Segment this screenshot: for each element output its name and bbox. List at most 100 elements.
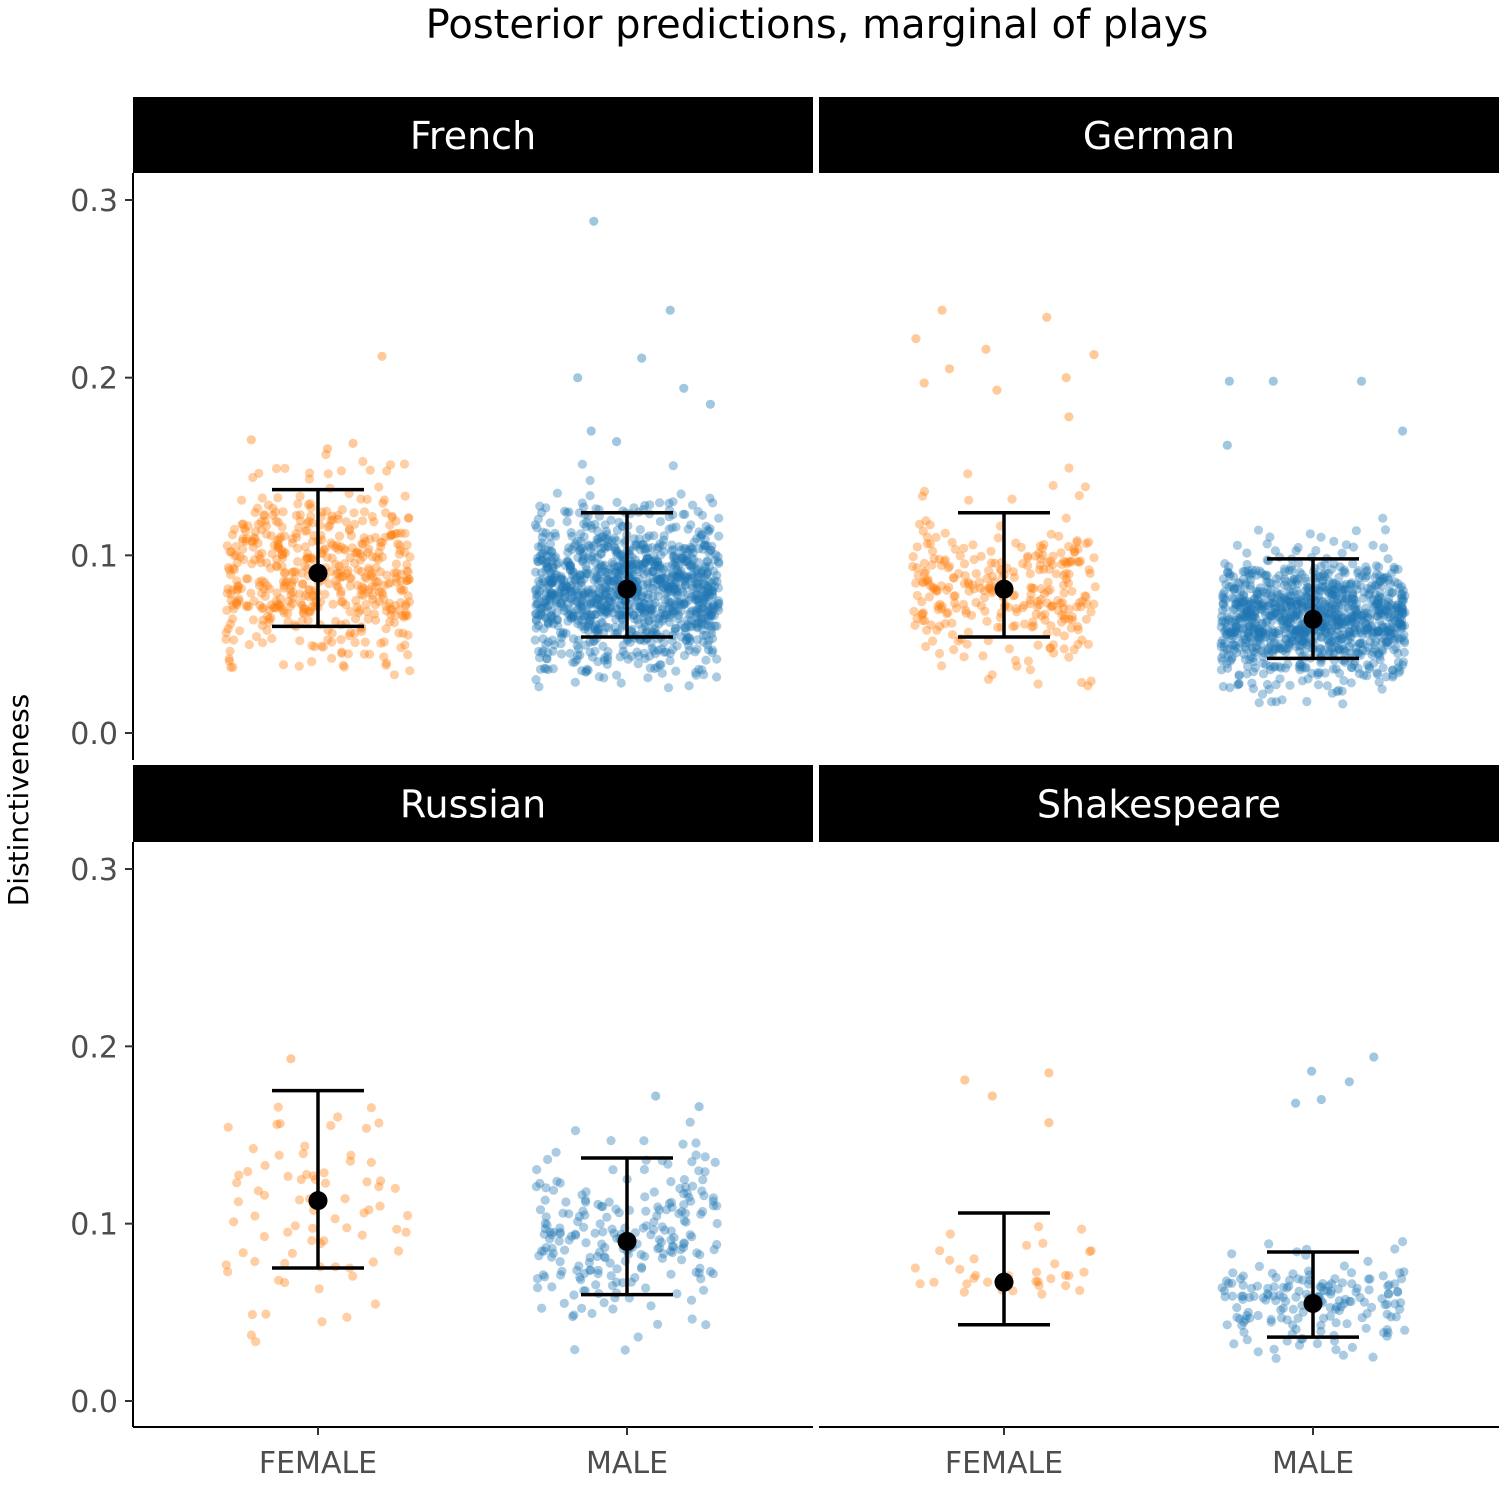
data-point <box>680 1208 691 1218</box>
data-point <box>681 551 691 561</box>
data-point <box>1301 626 1311 636</box>
data-point <box>703 586 713 597</box>
data-point <box>323 522 333 532</box>
data-point <box>272 1119 282 1129</box>
data-point <box>548 576 558 587</box>
data-point <box>1217 1283 1227 1293</box>
data-point <box>933 604 944 615</box>
data-point <box>634 601 644 611</box>
data-point <box>919 486 930 496</box>
data-point <box>1370 601 1380 611</box>
data-point <box>327 653 337 664</box>
data-point <box>297 600 307 611</box>
data-point <box>699 1285 709 1295</box>
data-point <box>575 546 585 556</box>
data-point <box>1295 640 1306 651</box>
data-point <box>563 616 573 626</box>
data-point-outlier <box>1064 412 1074 422</box>
data-point <box>667 540 677 550</box>
data-point <box>1314 601 1325 611</box>
data-point <box>1074 491 1084 501</box>
data-point <box>1399 636 1409 646</box>
data-point <box>1388 665 1398 675</box>
data-point <box>379 652 389 662</box>
data-point <box>1067 586 1077 596</box>
data-point <box>921 641 931 652</box>
data-point <box>1229 583 1239 593</box>
data-point <box>935 621 945 631</box>
data-point <box>932 625 942 635</box>
data-point <box>1279 623 1289 634</box>
data-point <box>308 1223 318 1233</box>
data-point <box>701 580 712 590</box>
data-point <box>397 586 407 596</box>
data-point <box>308 1171 319 1181</box>
data-point <box>1234 615 1245 625</box>
data-point <box>1277 695 1287 705</box>
data-point <box>1373 605 1383 615</box>
data-point <box>322 552 332 562</box>
data-point <box>1279 593 1289 603</box>
data-point <box>1297 601 1307 611</box>
data-point <box>1397 582 1407 592</box>
data-point <box>638 612 648 622</box>
data-point <box>568 596 578 606</box>
data-point <box>641 622 651 632</box>
data-point <box>1286 633 1296 643</box>
data-point <box>1315 668 1325 678</box>
data-point <box>576 536 586 547</box>
data-point <box>1217 611 1227 622</box>
data-point <box>702 557 713 567</box>
data-point <box>610 567 621 577</box>
data-point <box>592 593 602 604</box>
data-point <box>1018 603 1028 613</box>
data-point <box>573 553 583 563</box>
data-point <box>1393 648 1403 659</box>
data-point <box>608 559 619 570</box>
data-point <box>649 646 659 656</box>
data-point <box>1399 1267 1409 1277</box>
data-point <box>688 554 699 564</box>
data-point <box>556 575 566 585</box>
data-point <box>1290 629 1300 639</box>
data-point <box>1348 589 1358 600</box>
data-point <box>1247 678 1257 688</box>
data-point <box>1338 586 1348 597</box>
data-point <box>575 599 586 609</box>
data-point <box>1025 569 1035 579</box>
data-point <box>1280 574 1290 584</box>
data-point <box>231 597 241 607</box>
data-point <box>1231 621 1241 631</box>
data-point <box>1352 614 1362 624</box>
data-point <box>304 516 314 527</box>
data-point <box>670 560 680 571</box>
data-point <box>352 548 362 558</box>
data-point <box>371 563 381 573</box>
data-point <box>1374 626 1384 636</box>
data-point <box>703 582 713 592</box>
data-point <box>1325 1303 1335 1313</box>
data-point <box>666 577 676 587</box>
data-point <box>667 1247 678 1258</box>
data-point <box>949 645 959 655</box>
data-point <box>1375 603 1385 613</box>
data-point <box>640 544 651 554</box>
data-point <box>1370 645 1380 655</box>
data-point <box>1269 662 1279 672</box>
data-point <box>401 576 412 586</box>
data-point <box>1242 608 1252 618</box>
data-point <box>541 640 551 650</box>
data-point <box>393 1246 404 1256</box>
data-point <box>321 449 331 460</box>
data-point <box>590 566 601 576</box>
data-point <box>553 591 563 601</box>
data-point <box>617 551 627 561</box>
data-point <box>664 498 674 508</box>
data-point <box>1262 577 1272 587</box>
data-point <box>307 657 317 667</box>
data-point <box>537 538 547 548</box>
data-point <box>304 607 314 617</box>
data-point <box>539 611 549 621</box>
data-point <box>649 619 660 630</box>
data-point <box>248 542 258 552</box>
